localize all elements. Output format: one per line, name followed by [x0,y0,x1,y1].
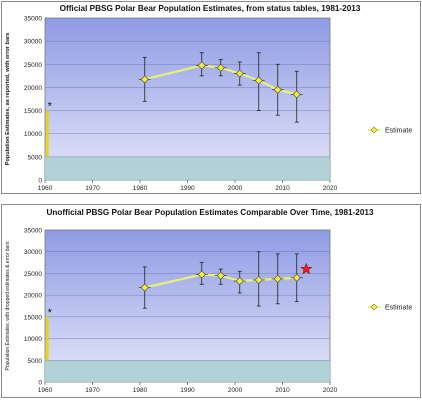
y-tick-label: 30000 [24,249,42,256]
data-point [197,270,206,279]
x-tick-label: 1990 [180,185,195,192]
x-tick-label: 2020 [323,387,338,394]
y-tick-label: 30000 [24,39,42,46]
bottom-band [45,156,330,180]
legend-label: Estimate [385,128,412,135]
x-tick-label: 1980 [133,185,148,192]
data-point [273,85,282,94]
y-tick-label: 20000 [24,293,42,300]
y-tick-label: 25000 [24,62,42,69]
y-tick-label: 15000 [24,108,42,115]
x-tick-label: 1990 [180,387,195,394]
bottom-band [45,360,330,382]
x-tick-label: 2020 [323,185,338,192]
data-point [235,277,244,286]
data-point [235,69,244,78]
data-point [216,63,225,72]
y-tick-label: 0 [38,380,42,387]
range-bar [46,316,49,361]
x-tick-label: 1960 [38,387,53,394]
y-tick-label: 5000 [28,358,43,365]
highlight-star [300,262,313,275]
y-tick-label: 10000 [24,336,42,343]
plot-area [44,229,331,383]
data-point [140,75,149,84]
chart-panel-1: Official PBSG Polar Bear Population Esti… [1,1,421,194]
y-tick-label: 0 [38,178,42,185]
chart-title: Unofficial PBSG Polar Bear Population Es… [46,208,373,217]
data-point [254,275,263,284]
data-point [254,76,263,85]
plot-area [44,17,331,181]
y-axis-label: Population Estimates, as reported, with … [5,33,11,166]
x-tick-label: 1970 [85,387,100,394]
chart-panel-2: Unofficial PBSG Polar Bear Population Es… [1,204,421,398]
y-tick-label: 10000 [24,131,42,138]
x-tick-label: 2010 [275,185,290,192]
legend-marker [370,303,378,311]
y-tick-label: 20000 [24,85,42,92]
x-tick-label: 1980 [133,387,148,394]
x-tick-label: 1970 [85,185,100,192]
x-tick-label: 2000 [228,387,243,394]
y-axis-label: Population Estimates, with dropped estim… [5,241,11,370]
y-tick-label: 25000 [24,271,42,278]
data-point [197,61,206,70]
asterisk-annotation: * [48,307,53,319]
x-tick-label: 2010 [275,387,290,394]
data-point [292,90,301,99]
x-tick-label: 1960 [38,185,53,192]
y-tick-label: 15000 [24,314,42,321]
asterisk-annotation: * [48,101,53,113]
data-point [273,274,282,283]
legend-marker [370,126,378,134]
y-tick-label: 35000 [24,16,42,23]
y-tick-label: 35000 [24,228,42,235]
legend-label: Estimate [385,305,412,312]
range-bar [46,110,49,157]
x-tick-label: 2000 [228,185,243,192]
data-point [216,271,225,280]
chart-title: Official PBSG Polar Bear Population Esti… [60,4,361,13]
y-tick-label: 5000 [28,154,43,161]
data-point [140,283,149,292]
data-point [292,273,301,282]
